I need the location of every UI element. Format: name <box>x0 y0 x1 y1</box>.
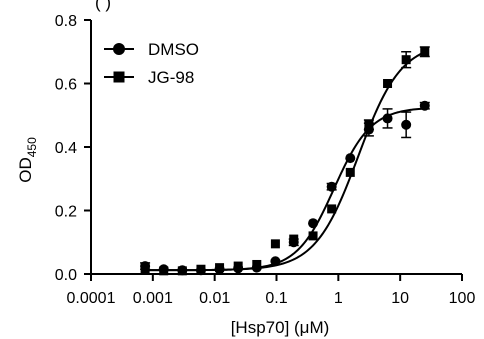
y-axis-label-subscript: 450 <box>25 137 39 157</box>
data-point-jg-98 <box>177 266 187 276</box>
x-tick-label: 0.01 <box>199 290 230 307</box>
data-point-jg-98 <box>270 239 280 249</box>
data-point-jg-98 <box>140 264 150 274</box>
x-tick-label: 10 <box>391 290 409 307</box>
data-point-dmso <box>401 119 412 130</box>
data-point-jg-98 <box>289 234 299 244</box>
y-tick-label: 0.0 <box>55 267 77 284</box>
x-tick-label: 0.0001 <box>67 290 116 307</box>
legend: DMSO JG-98 <box>104 40 199 87</box>
legend-marker-square <box>113 71 125 83</box>
data-point-dmso <box>326 181 337 192</box>
data-point-dmso <box>419 100 430 111</box>
data-point-jg-98 <box>420 47 430 57</box>
y-tick-label: 0.6 <box>55 77 77 94</box>
data-point-jg-98 <box>252 259 262 269</box>
fit-curve-dmso <box>143 107 426 272</box>
legend-label-dmso: DMSO <box>148 40 199 59</box>
data-point-dmso <box>308 218 319 229</box>
fit-curves <box>143 50 427 272</box>
data-point-jg-98 <box>308 231 318 241</box>
data-point-dmso <box>270 256 281 267</box>
chart-title-partial: ( ) <box>95 0 111 12</box>
data-point-jg-98 <box>196 264 206 274</box>
y-axis-label: OD450 <box>16 137 39 183</box>
x-tick-label: 1 <box>334 290 343 307</box>
data-point-jg-98 <box>215 263 225 273</box>
axes: 0.0001 0.001 0.01 0.1 1 10 100 0.0 0.2 0.4 0.6 0.8 <box>55 13 476 307</box>
data-point-jg-98 <box>401 55 411 65</box>
data-points <box>140 46 430 276</box>
data-point-jg-98 <box>383 79 393 88</box>
x-tick-label: 0.1 <box>265 290 287 307</box>
x-axis-label: [Hsp70] (μM) <box>231 318 330 337</box>
y-tick-label: 0.4 <box>55 140 77 157</box>
data-point-jg-98 <box>327 204 337 214</box>
y-axis-label-main: OD <box>16 157 35 183</box>
x-tick-label: 100 <box>449 290 476 307</box>
y-tick-label: 0.8 <box>55 13 77 30</box>
fit-curve-jg-98 <box>143 50 427 272</box>
data-point-dmso <box>382 113 393 124</box>
legend-label-jg-98: JG-98 <box>148 68 194 87</box>
legend-marker-circle <box>113 43 125 55</box>
data-point-dmso <box>345 153 356 164</box>
data-point-jg-98 <box>364 120 374 130</box>
x-tick-label: 0.001 <box>133 290 173 307</box>
data-point-jg-98 <box>345 167 355 177</box>
data-point-jg-98 <box>159 266 169 276</box>
data-point-jg-98 <box>233 261 243 271</box>
y-tick-label: 0.2 <box>55 204 77 221</box>
